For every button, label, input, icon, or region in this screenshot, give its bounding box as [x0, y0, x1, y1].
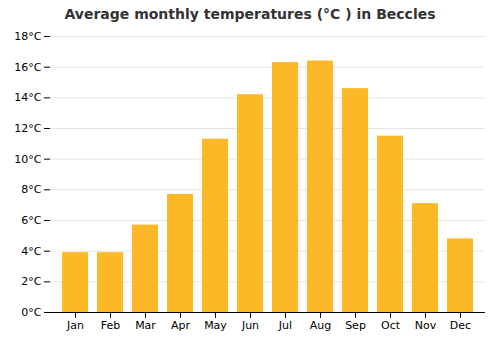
html-text:Average monthly temperatures (: Average monthly temperatures (°C ) in Be… [64, 6, 436, 22]
svg-text:Jan: Jan [66, 319, 84, 332]
svg-text:Sep: Sep [345, 319, 366, 332]
svg-text:Dec: Dec [450, 319, 471, 332]
svg-text:Feb: Feb [101, 319, 120, 332]
svg-text:0°C: 0°C [21, 306, 41, 319]
svg-text:4°C: 4°C [21, 245, 41, 258]
svg-text:8°C: 8°C [21, 183, 41, 196]
svg-text:2°C: 2°C [21, 275, 41, 288]
svg-text:6°C: 6°C [21, 214, 41, 227]
svg-text:May: May [204, 319, 227, 332]
svg-text:16°C: 16°C [14, 61, 41, 74]
svg-text:Oct: Oct [381, 319, 401, 332]
svg-text:Aug: Aug [310, 319, 331, 332]
svg-text:Apr: Apr [171, 319, 191, 332]
svg-text:Jul: Jul [278, 319, 292, 332]
svg-text:14°C: 14°C [14, 91, 41, 104]
svg-text:Jun: Jun [241, 319, 259, 332]
svg-text:10°C: 10°C [14, 153, 41, 166]
svg-text:12°C: 12°C [14, 122, 41, 135]
svg-text:Mar: Mar [135, 319, 156, 332]
svg-text:Nov: Nov [415, 319, 437, 332]
svg-text:18°C: 18°C [14, 30, 41, 43]
